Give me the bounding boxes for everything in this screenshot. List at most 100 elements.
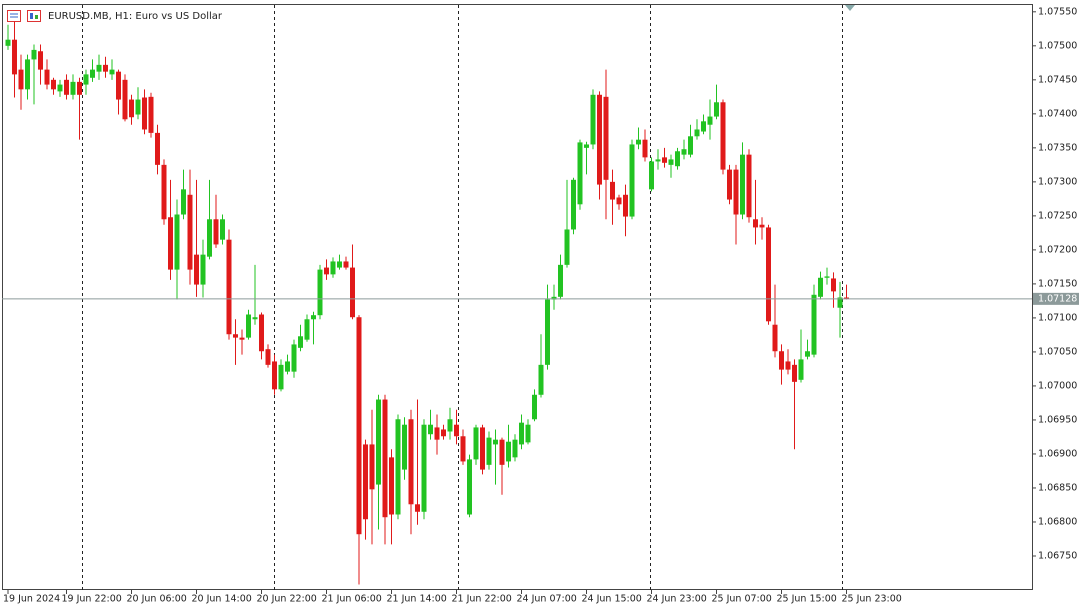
candle-body (675, 151, 680, 167)
candle-body (304, 319, 310, 340)
candle-body (265, 349, 271, 365)
candle-body (460, 436, 466, 462)
y-tick-label: 1.06950 (1038, 414, 1077, 425)
candle-body (688, 136, 693, 155)
y-tick-label: 1.07100 (1038, 312, 1077, 323)
y-tick-label: 1.06900 (1038, 448, 1077, 459)
candle-body (681, 149, 687, 155)
candle-body (779, 351, 784, 370)
candle-body (428, 424, 433, 435)
candle-body (291, 344, 297, 372)
candle-body (636, 139, 641, 145)
candle-body (161, 164, 167, 220)
candle-body (538, 364, 544, 395)
candle-body (785, 361, 791, 370)
x-tick-label: 24 Jun 23:00 (647, 594, 707, 605)
candle-body (727, 169, 732, 200)
candle-body (818, 277, 823, 297)
x-tick-label: 19 Jun 2024 (3, 594, 60, 605)
y-tick-label: 1.07200 (1038, 244, 1077, 255)
x-tick-label: 20 Jun 14:00 (192, 594, 252, 605)
candle-body (616, 197, 622, 205)
candle-body (5, 39, 11, 46)
candle-body (642, 139, 648, 158)
candle-body (207, 219, 212, 257)
candle-body (330, 261, 336, 275)
candle-body (798, 359, 804, 380)
x-tick-label: 21 Jun 14:00 (387, 594, 447, 605)
candle-body (220, 219, 225, 240)
candle-body (168, 217, 173, 270)
candle-body (239, 337, 245, 340)
candle-body (142, 97, 147, 130)
candle-body (649, 161, 654, 190)
candle-body (96, 64, 102, 72)
candle-body (512, 439, 518, 458)
candle-body (714, 102, 719, 117)
candle-body (655, 159, 661, 162)
icon (27, 10, 41, 22)
candle-body (122, 79, 128, 120)
candle-body (766, 227, 771, 322)
candle-body (324, 267, 329, 275)
candle-body (246, 314, 251, 338)
y-tick-label: 1.07500 (1038, 40, 1077, 51)
candle-body (252, 317, 258, 320)
candle-body (155, 132, 160, 165)
candle-body (64, 79, 69, 95)
candle-body (532, 394, 537, 420)
candle-body (350, 267, 355, 318)
y-tick-label: 1.06850 (1038, 482, 1077, 493)
icon (7, 10, 21, 22)
candle-body (610, 181, 615, 200)
icon-bar (30, 13, 33, 19)
candle-body (311, 315, 316, 320)
candle-body (551, 296, 557, 300)
candle-body (187, 194, 193, 270)
candle-body (51, 79, 56, 90)
candle-body (824, 276, 830, 278)
y-tick-label: 1.07050 (1038, 346, 1077, 357)
candle-body (772, 324, 778, 352)
candle-body (694, 129, 700, 137)
x-tick-label: 25 Jun 23:00 (842, 594, 902, 605)
candle-body (473, 427, 479, 460)
candle-body (733, 169, 739, 215)
candle-body (519, 422, 524, 445)
x-tick-label: 21 Jun 06:00 (322, 594, 382, 605)
candle-body (753, 219, 758, 228)
candle-body (564, 229, 570, 265)
candle-body (135, 99, 141, 115)
candle-body (571, 179, 576, 230)
candle-body (623, 194, 628, 217)
candle-body (480, 427, 485, 470)
candle-body (590, 94, 596, 145)
candle-body (57, 84, 63, 92)
candle-body (805, 351, 810, 357)
candle-body (707, 116, 713, 125)
candle-body (486, 437, 492, 465)
candle-body (759, 224, 765, 228)
candle-body (493, 439, 498, 445)
candle-body (844, 297, 849, 299)
candle-body (668, 159, 674, 165)
candle-body (90, 69, 95, 78)
candle-body (285, 361, 290, 372)
candles (5, 21, 849, 585)
y-tick-label: 1.07400 (1038, 108, 1077, 119)
candle-body (31, 49, 37, 60)
candle-body (174, 214, 180, 270)
y-tick-label: 1.07250 (1038, 210, 1077, 221)
candle-body (415, 504, 420, 512)
candle-body (506, 441, 511, 462)
candle-body (337, 261, 342, 268)
candle-body (83, 74, 89, 85)
candle-body (317, 269, 323, 316)
candle-body (395, 419, 401, 515)
candle-body (356, 317, 362, 535)
candle-body (746, 154, 752, 218)
candle-body (837, 297, 843, 308)
candle-body (70, 81, 76, 95)
candle-body (467, 459, 472, 515)
